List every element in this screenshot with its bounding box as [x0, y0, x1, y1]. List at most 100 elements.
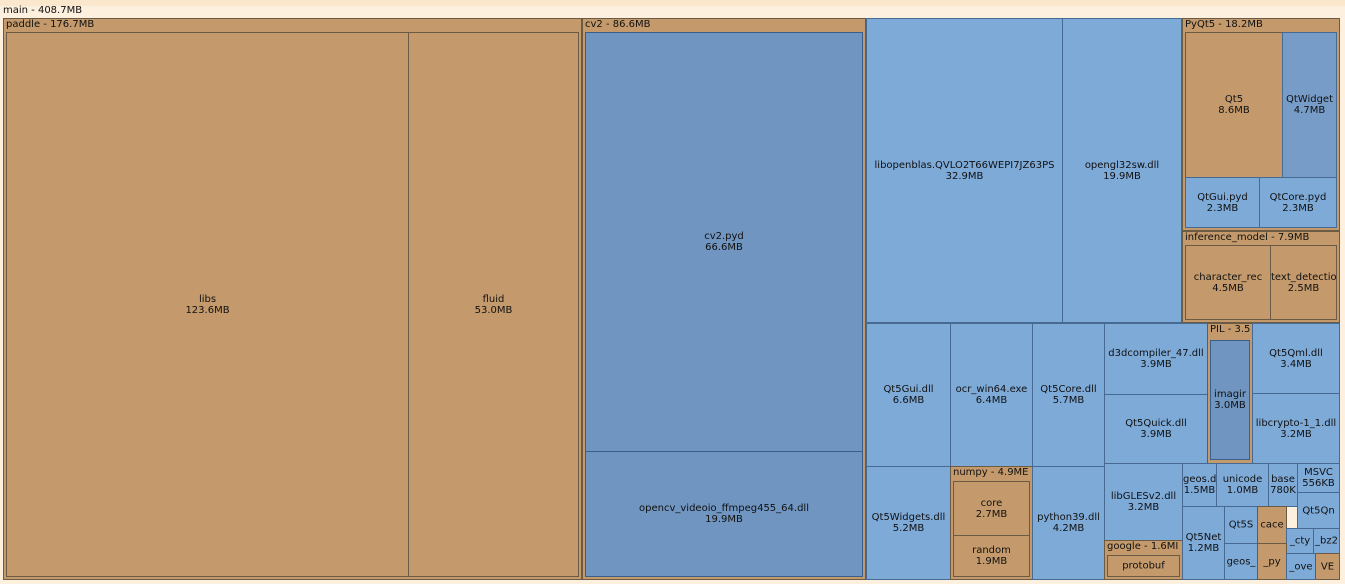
node-size: 66.6MB	[705, 242, 743, 253]
node-label: MSVC 556KB	[1298, 467, 1339, 489]
node-label: Qt5Gui.dll 6.6MB	[867, 384, 950, 406]
node-name: libGLESv2.dll	[1110, 491, 1177, 502]
node-name: _ove	[1289, 561, 1313, 572]
node-qt5core-dll[interactable]: Qt5Core.dll 5.7MB	[1032, 323, 1105, 467]
node-geos-dir[interactable]: geos_	[1224, 543, 1258, 580]
node-libcrypto[interactable]: libcrypto-1_1.dll 3.2MB	[1252, 393, 1340, 464]
node-name: _py	[1263, 556, 1281, 567]
node-size: 2.5MB	[1287, 282, 1320, 294]
node-label: QtGui.pyd 2.3MB	[1186, 192, 1259, 214]
node-ove[interactable]: _ove	[1286, 553, 1316, 580]
node-name: imagir	[1214, 389, 1246, 400]
node-size: 32.9MB	[945, 170, 984, 182]
node-qt5network[interactable]: Qt5Net 1.2MB	[1182, 506, 1225, 580]
node-qt5widgets-dll[interactable]: Qt5Widgets.dll 5.2MB	[866, 466, 951, 580]
node-qt5qn[interactable]: Qt5Qn	[1297, 492, 1340, 529]
node-unicode[interactable]: unicode 1.0MB	[1216, 463, 1269, 507]
node-qtwidgets[interactable]: QtWidget 4.7MB	[1282, 32, 1337, 178]
node-label: cace	[1258, 520, 1286, 531]
node-size: 4.7MB	[1293, 105, 1326, 116]
node-name: Qt5Qml.dll	[1269, 347, 1323, 359]
node-label: Qt5Net 1.2MB	[1183, 532, 1224, 554]
node-name: fluid	[482, 293, 505, 305]
node-text-detection[interactable]: text_detectio 2.5MB	[1270, 245, 1337, 320]
node-label: fluid 53.0MB	[409, 294, 578, 316]
node-label: cv2.pyd 66.6MB	[586, 231, 862, 253]
node-label: libGLESv2.dll 3.2MB	[1105, 491, 1182, 513]
node-size: 19.9MB	[705, 514, 743, 525]
node-libs[interactable]: libs 123.6MB	[6, 32, 409, 577]
node-pyqt5-header: PyQt5 - 18.2MB	[1185, 19, 1263, 30]
node-ocr-win64-exe[interactable]: ocr_win64.exe 6.4MB	[950, 323, 1033, 467]
node-size: 8.6MB	[1218, 105, 1250, 116]
node-name: QtGui.pyd	[1197, 191, 1248, 203]
node-opencv-videoio[interactable]: opencv_videoio_ffmpeg455_64.dll 19.9MB	[585, 451, 863, 577]
node-random[interactable]: random 1.9MB	[953, 535, 1030, 577]
node-qt5gui-dll[interactable]: Qt5Gui.dll 6.6MB	[866, 323, 951, 467]
node-label: unicode 1.0MB	[1217, 474, 1268, 496]
node-label: text_detectio 2.5MB	[1271, 272, 1336, 294]
node-size: 3.2MB	[1127, 502, 1160, 513]
node-opengl32sw[interactable]: opengl32sw.dll 19.9MB	[1062, 18, 1182, 323]
node-name: QtWidget	[1285, 94, 1333, 105]
node-qt5qml-dll[interactable]: Qt5Qml.dll 3.4MB	[1252, 323, 1340, 394]
node-label: VE	[1316, 561, 1339, 572]
node-cv2-pyd[interactable]: cv2.pyd 66.6MB	[585, 32, 863, 452]
node-qtcore-pyd[interactable]: QtCore.pyd 2.3MB	[1259, 177, 1337, 228]
node-name: QtCore.pyd	[1269, 191, 1327, 203]
node-name: _bz2	[1315, 535, 1338, 547]
node-size: 3.9MB	[1140, 359, 1172, 370]
node-label: opencv_videoio_ffmpeg455_64.dll 19.9MB	[586, 503, 862, 525]
node-label: random 1.9MB	[954, 545, 1029, 567]
node-core[interactable]: core 2.7MB	[953, 481, 1030, 536]
node-name: core	[980, 497, 1003, 509]
node-label: Qt5S	[1225, 520, 1257, 531]
node-base[interactable]: base 780K	[1268, 463, 1298, 507]
node-qtgui-pyd[interactable]: QtGui.pyd 2.3MB	[1185, 177, 1260, 228]
node-label: _py	[1258, 556, 1286, 567]
node-name: Qt5Widgets.dll	[871, 512, 946, 523]
node-name: MSVC	[1304, 467, 1333, 478]
node-protobuf[interactable]: protobuf	[1107, 555, 1180, 577]
node-size: 5.2MB	[892, 523, 925, 534]
node-name: unicode	[1222, 474, 1263, 485]
node-qt5quick-dll[interactable]: Qt5Quick.dll 3.9MB	[1104, 394, 1208, 464]
node-name: cv2.pyd	[704, 231, 744, 242]
node-label: Qt5Core.dll 5.7MB	[1033, 384, 1104, 406]
node-size: 19.9MB	[1103, 170, 1141, 182]
node-label: libopenblas.QVLO2T66WEPI7JZ63PS 32.9MB	[867, 160, 1062, 182]
node-name: libopenblas.QVLO2T66WEPI7JZ63PS	[874, 159, 1055, 171]
node-libglesv2-dll[interactable]: libGLESv2.dll 3.2MB	[1104, 463, 1183, 541]
node-name: libs	[198, 293, 217, 305]
node-fluid[interactable]: fluid 53.0MB	[408, 32, 579, 577]
node-size: 6.6MB	[892, 395, 925, 406]
node-msvc[interactable]: MSVC 556KB	[1297, 463, 1340, 493]
node-libopenblas[interactable]: libopenblas.QVLO2T66WEPI7JZ63PS 32.9MB	[866, 18, 1063, 323]
node-size: 1.5MB	[1183, 485, 1216, 496]
node-name: opencv_videoio_ffmpeg455_64.dll	[639, 503, 809, 514]
node-label: QtWidget 4.7MB	[1283, 94, 1336, 116]
node-bz2[interactable]: _bz2	[1313, 528, 1340, 554]
node-cty[interactable]: _cty	[1286, 528, 1314, 554]
node-size: 4.5MB	[1212, 282, 1244, 294]
node-qt5s[interactable]: Qt5S	[1224, 506, 1258, 544]
node-python39-dll[interactable]: python39.dll 4.2MB	[1032, 466, 1105, 580]
node-name: ocr_win64.exe	[955, 384, 1028, 395]
node-character-rec[interactable]: character_rec 4.5MB	[1185, 245, 1271, 320]
node-name: Qt5	[1224, 94, 1244, 105]
node-size: 1.2MB	[1187, 543, 1220, 554]
node-name: Qt5S	[1228, 519, 1254, 531]
node-label: imagir 3.0MB	[1211, 389, 1249, 411]
node-name: _cty	[1289, 535, 1311, 547]
node-qt5[interactable]: Qt5 8.6MB	[1185, 32, 1283, 178]
node-d3dcompiler[interactable]: d3dcompiler_47.dll 3.9MB	[1104, 323, 1208, 395]
node-name: base	[1271, 474, 1295, 485]
node-cace[interactable]: cace	[1257, 506, 1287, 544]
node-label: base 780K	[1269, 474, 1297, 496]
root-label: main - 408.7MB	[3, 5, 83, 16]
node-py[interactable]: _py	[1257, 543, 1287, 580]
node-imaging[interactable]: imagir 3.0MB	[1210, 340, 1250, 460]
node-ve[interactable]: VE	[1315, 553, 1340, 580]
node-google-header: google - 1.6MI	[1107, 541, 1179, 552]
